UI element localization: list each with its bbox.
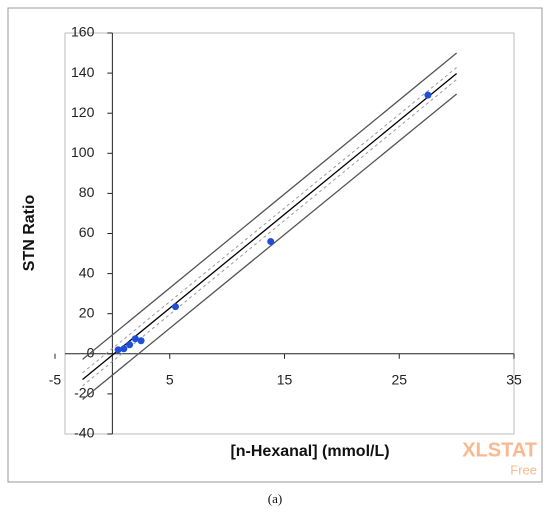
data-point	[126, 341, 134, 349]
y-tick-label: 80	[79, 184, 95, 200]
y-tick-label: 120	[71, 104, 95, 120]
data-point	[267, 238, 275, 246]
data-point	[137, 337, 145, 345]
x-tick-label: 35	[506, 372, 522, 388]
x-tick-label: -5	[49, 372, 62, 388]
data-point	[131, 335, 139, 343]
x-tick-label: 5	[166, 372, 174, 388]
y-tick-label: -40	[74, 425, 94, 441]
fit-line	[82, 79, 457, 387]
y-tick-label: 40	[79, 264, 95, 280]
x-tick-label: 15	[277, 372, 293, 388]
x-tick-label: 25	[391, 372, 407, 388]
data-point	[114, 346, 122, 354]
data-point	[171, 303, 179, 311]
y-tick-label: 20	[79, 304, 95, 320]
fit-line	[82, 72, 458, 380]
watermark: XLSTAT	[462, 439, 537, 461]
fit-line	[82, 52, 458, 360]
y-tick-label: 60	[79, 224, 95, 240]
plot-frame	[64, 32, 515, 435]
y-tick-label: 140	[71, 64, 95, 80]
y-tick-label: 160	[71, 24, 95, 40]
y-tick-label: 100	[71, 144, 95, 160]
fit-line	[82, 93, 458, 401]
x-axis-title: [n-Hexanal] (mmol/L)	[230, 443, 389, 460]
chart-border	[7, 7, 543, 483]
y-tick-label: -20	[74, 385, 94, 401]
watermark-sub: Free	[510, 462, 537, 477]
data-point	[424, 91, 432, 99]
caption: (a)	[268, 491, 282, 506]
data-point	[120, 345, 128, 353]
fit-line	[82, 67, 457, 374]
y-axis-title: STN Ratio	[21, 195, 38, 272]
